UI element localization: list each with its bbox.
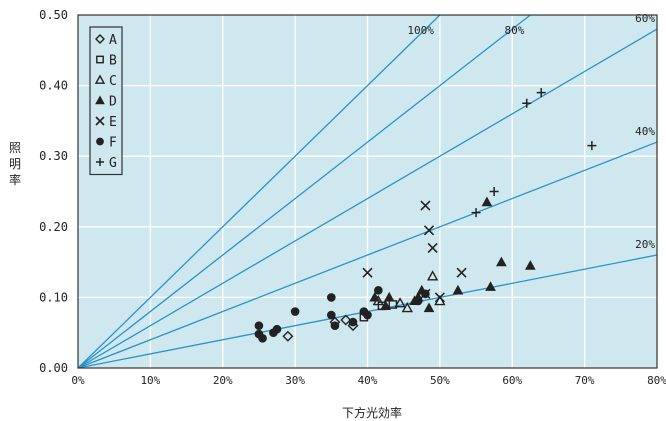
data-point-F [363, 310, 372, 320]
reference-line-label: 60% [635, 12, 655, 25]
data-point-A [340, 314, 352, 326]
x-tick-label: 70% [575, 374, 595, 387]
data-point-D [524, 260, 536, 270]
y-tick-label: 0.20 [39, 220, 68, 234]
data-point-G [522, 98, 532, 108]
reference-line [77, 141, 658, 369]
legend-marker-A [95, 34, 105, 44]
x-tick-label: 50% [430, 374, 450, 387]
x-tick-label: 0% [71, 374, 85, 387]
x-tick-label: 80% [647, 374, 666, 387]
y-axis-label: 照明率 [9, 141, 21, 187]
data-point-G [489, 187, 499, 196]
data-point-D [380, 300, 391, 310]
legend-label: G [109, 156, 117, 171]
data-point-C [401, 302, 413, 313]
data-point-F [326, 310, 336, 320]
data-point-F [254, 321, 264, 330]
data-point-F [421, 289, 430, 299]
x-tick-label: 10% [140, 374, 160, 387]
data-point-G [587, 141, 597, 151]
y-tick-label: 0.40 [39, 79, 68, 93]
data-point-C [426, 270, 439, 281]
series-C [372, 270, 446, 313]
legend-label: B [109, 54, 117, 69]
data-point-F [290, 307, 300, 316]
data-point-E [423, 225, 435, 236]
legend-label: F [109, 136, 117, 151]
data-point-F [326, 293, 336, 302]
data-point-E [362, 267, 373, 278]
legend-marker-F [96, 137, 104, 146]
x-tick-label: 60% [502, 374, 522, 387]
data-point-E [434, 292, 445, 303]
series-F [254, 286, 430, 343]
legend-box [89, 26, 123, 176]
plot-frame [77, 14, 658, 369]
legend-label: C [109, 74, 117, 89]
data-point-E [427, 242, 438, 254]
y-tick-label: 0.00 [39, 361, 68, 375]
series-G [471, 88, 597, 218]
reference-line [77, 14, 441, 369]
data-point-D [485, 281, 496, 291]
tick-labels: 0% 10% 20% 30% 40% 50% 60% 70% 80% 0.00 0.10 0.20 0.… [39, 8, 666, 387]
legend-marker-E [95, 116, 105, 126]
reference-line-label: 40% [635, 125, 655, 138]
data-point-D [496, 256, 507, 267]
data-point-F [374, 286, 383, 295]
data-point-D [369, 291, 381, 302]
data-point-D [481, 196, 493, 207]
data-point-A [282, 330, 294, 342]
y-tick-label: 0.10 [39, 290, 68, 304]
data-point-F [348, 317, 358, 327]
data-point-D [383, 291, 395, 302]
legend-marker-C [94, 74, 106, 84]
reference-line [77, 14, 531, 369]
legend-marker-B [96, 55, 104, 64]
legend-label: A [109, 33, 117, 48]
legend-label: E [109, 115, 117, 130]
data-markers [254, 88, 597, 343]
data-point-F [330, 321, 340, 330]
legend-marker-G [96, 158, 104, 166]
reference-line-label: 100% [407, 24, 434, 37]
data-point-D [423, 302, 435, 313]
data-point-F [413, 296, 423, 306]
data-point-E [420, 200, 431, 211]
legend-marker-D [95, 95, 105, 105]
data-point-F [272, 324, 282, 334]
x-axis-label: 下方光効率 [342, 405, 402, 420]
y-tick-label: 0.30 [39, 149, 68, 163]
reference-line-label: 20% [635, 238, 655, 251]
data-point-G [536, 88, 546, 98]
y-tick-label: 0.50 [39, 8, 68, 22]
reference-line [77, 28, 658, 369]
data-point-E [456, 267, 467, 278]
data-point-G [471, 208, 481, 218]
x-tick-label: 20% [213, 374, 233, 387]
legend-label: D [109, 95, 117, 110]
reference-lines: 100% 80% 60% 40% 20% [77, 12, 658, 369]
x-tick-label: 40% [358, 374, 378, 387]
data-point-D [452, 284, 464, 295]
x-tick-label: 30% [285, 374, 305, 387]
reference-line-label: 80% [504, 24, 524, 37]
data-point-C [394, 297, 406, 308]
data-point-F [258, 334, 267, 343]
